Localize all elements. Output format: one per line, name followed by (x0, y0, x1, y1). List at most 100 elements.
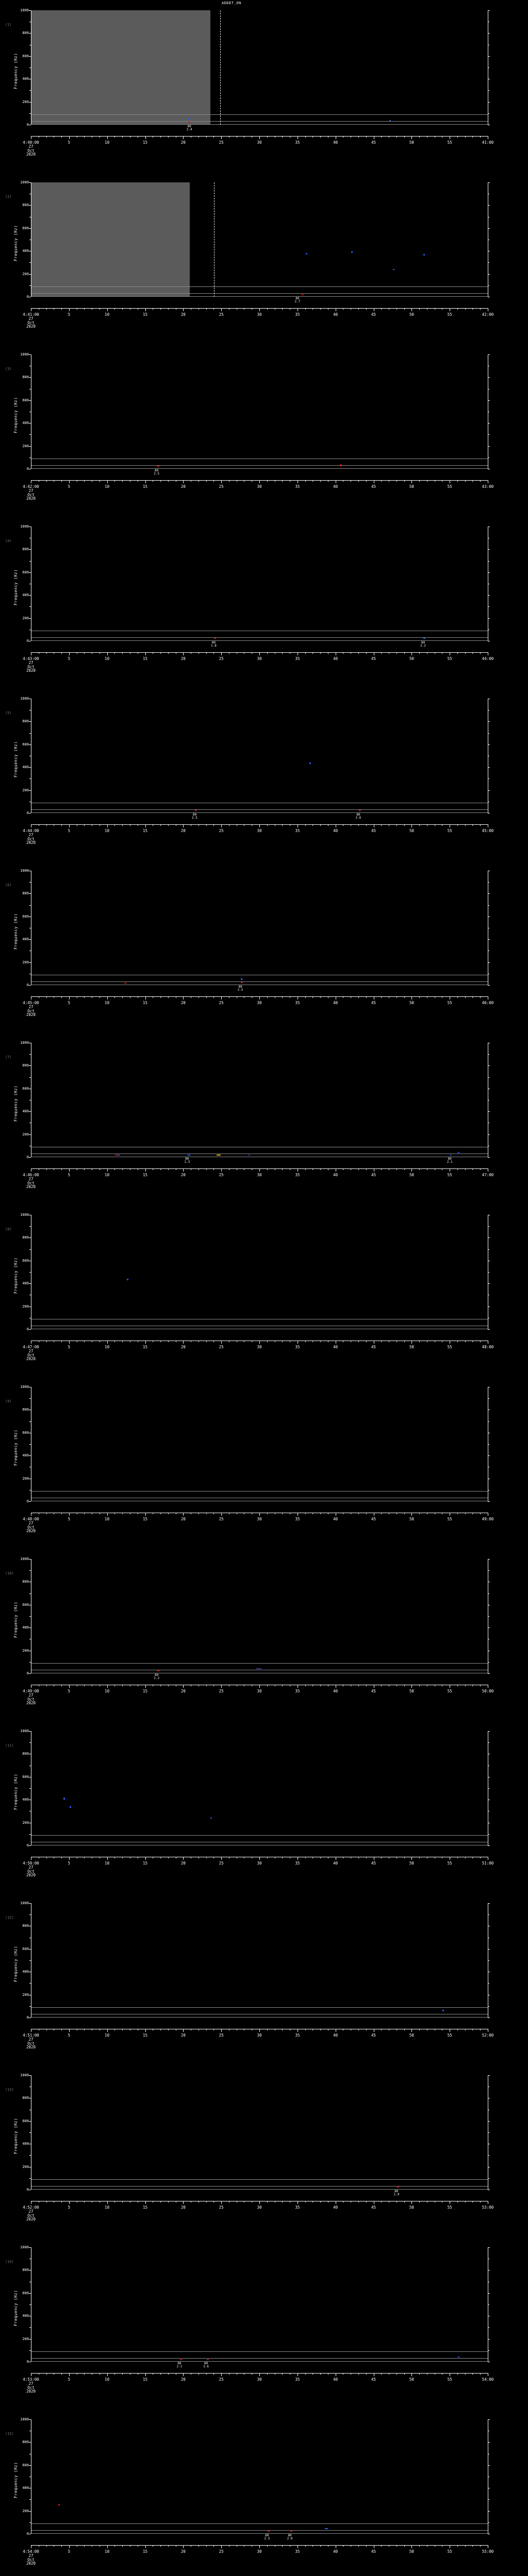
detection-mark (124, 982, 127, 984)
y-tick-label: 400 (22, 421, 29, 426)
annotation-value-upper: 80 (185, 1157, 189, 1161)
x-tick-label: 45 (371, 1689, 376, 1693)
plot-area[interactable] (31, 1731, 488, 1845)
y-minor-tick-right (488, 1960, 489, 1961)
y-minor-tick-right (488, 1914, 489, 1916)
x-minor-tick (457, 1168, 458, 1170)
x-minor-tick (305, 1341, 306, 1342)
x-minor-tick (465, 1685, 466, 1686)
y-tick-mark (29, 1065, 31, 1066)
x-minor-tick (84, 480, 85, 482)
y-tick-mark-right (488, 549, 490, 550)
detection-annotation: 80 1.9 (386, 2190, 407, 2196)
annotation-value-lower: 2.5 (192, 816, 197, 820)
plot-area[interactable] (31, 1043, 488, 1157)
x-minor-tick (366, 824, 367, 826)
y-tick-mark (29, 354, 31, 355)
detection-mark (58, 2503, 60, 2505)
x-tick-label: 35 (295, 1689, 300, 1693)
detection-mark (179, 2359, 182, 2360)
date-line: Oct (27, 1697, 35, 1702)
x-minor-tick (122, 1685, 123, 1686)
plot-area[interactable] (31, 1387, 488, 1501)
y-minor-tick-right (488, 1742, 489, 1743)
y-minor-tick (29, 1226, 31, 1227)
x-minor-tick (114, 2545, 116, 2547)
plot-area[interactable] (31, 699, 488, 813)
x-tick-label: 4:46:00 (23, 1173, 39, 1177)
x-major-tick (259, 1341, 260, 1344)
y-minor-tick-right (488, 1054, 489, 1055)
x-tick-label: 40 (333, 656, 338, 661)
date-label: 27 Oct 2020 (13, 145, 48, 157)
event-marker-line (220, 10, 221, 125)
x-major-tick (107, 2373, 108, 2376)
date-line: 2020 (26, 324, 36, 329)
x-tick-label: 30 (257, 1001, 262, 1005)
y-tick-label: 400 (22, 2314, 29, 2318)
x-minor-tick (282, 1168, 283, 1170)
y-minor-tick (29, 1272, 31, 1273)
date-line: 27 (28, 2037, 34, 2042)
plot-baseline (31, 2189, 488, 2190)
x-major-tick (259, 652, 260, 655)
x-minor-tick (404, 824, 405, 826)
x-tick-label: 10 (105, 1689, 110, 1693)
x-major-tick (107, 824, 108, 827)
y-minor-tick (29, 905, 31, 906)
annotation-value-upper: 80 (211, 641, 216, 645)
plot-area[interactable] (31, 2247, 488, 2362)
x-minor-tick (480, 2029, 481, 2030)
x-tick-label: 35 (295, 656, 300, 661)
x-minor-tick (160, 2545, 161, 2547)
detection-mark (309, 762, 311, 764)
plot-area[interactable] (31, 527, 488, 641)
x-tick-label: 25 (219, 2033, 224, 2038)
date-line: 27 (28, 316, 34, 321)
x-minor-tick (160, 2029, 161, 2030)
plot-area[interactable] (31, 1559, 488, 1673)
x-minor-tick (267, 480, 268, 482)
x-tick-label: 35 (295, 2549, 300, 2554)
x-minor-tick (366, 1168, 367, 1170)
y-tick-label: 600 (22, 1086, 29, 1091)
x-major-tick (145, 480, 146, 483)
plot-area[interactable] (31, 182, 488, 297)
detection-annotation: 80 2.1 (439, 1157, 460, 1164)
x-minor-tick (465, 1857, 466, 1858)
x-major-tick (145, 996, 146, 999)
annotation-value-upper: 80 (448, 1157, 452, 1161)
x-minor-tick (358, 1685, 359, 1686)
plot-area[interactable] (31, 2075, 488, 2190)
x-tick-label: 5 (68, 2377, 71, 2382)
plot-area[interactable] (31, 354, 488, 469)
y-tick-label: 0 (26, 1671, 29, 1675)
x-minor-tick (320, 1513, 321, 1514)
date-line: 2020 (26, 1012, 36, 1017)
plot-area[interactable] (31, 1903, 488, 2018)
detection-mark (457, 2357, 459, 2358)
x-tick-label: 20 (180, 1861, 186, 1866)
y-tick-mark-right (488, 446, 490, 447)
plot-baseline (31, 468, 488, 469)
x-tick-label: 4:45:00 (23, 1001, 39, 1005)
x-minor-tick (267, 2373, 268, 2375)
x-minor-tick (114, 824, 116, 826)
date-label: 27 Oct 2020 (13, 2554, 48, 2566)
plot-area[interactable] (31, 2419, 488, 2534)
x-major-tick (183, 1513, 184, 1516)
x-minor-tick (419, 1857, 420, 1858)
x-tick-label: 20 (180, 1345, 186, 1349)
y-tick-mark-right (488, 2511, 490, 2512)
y-tick-mark (29, 893, 31, 894)
x-minor-tick (312, 652, 314, 654)
x-minor-tick (282, 308, 283, 310)
plot-area[interactable] (31, 871, 488, 985)
x-major-tick (411, 1341, 412, 1344)
plot-area[interactable] (31, 10, 488, 125)
x-tick-label: 49:00 (482, 1517, 494, 1521)
y-minor-tick-right (488, 2304, 489, 2305)
y-tick-mark (29, 1157, 31, 1158)
plot-area[interactable] (31, 1215, 488, 1329)
y-tick-mark-right (488, 2293, 490, 2294)
